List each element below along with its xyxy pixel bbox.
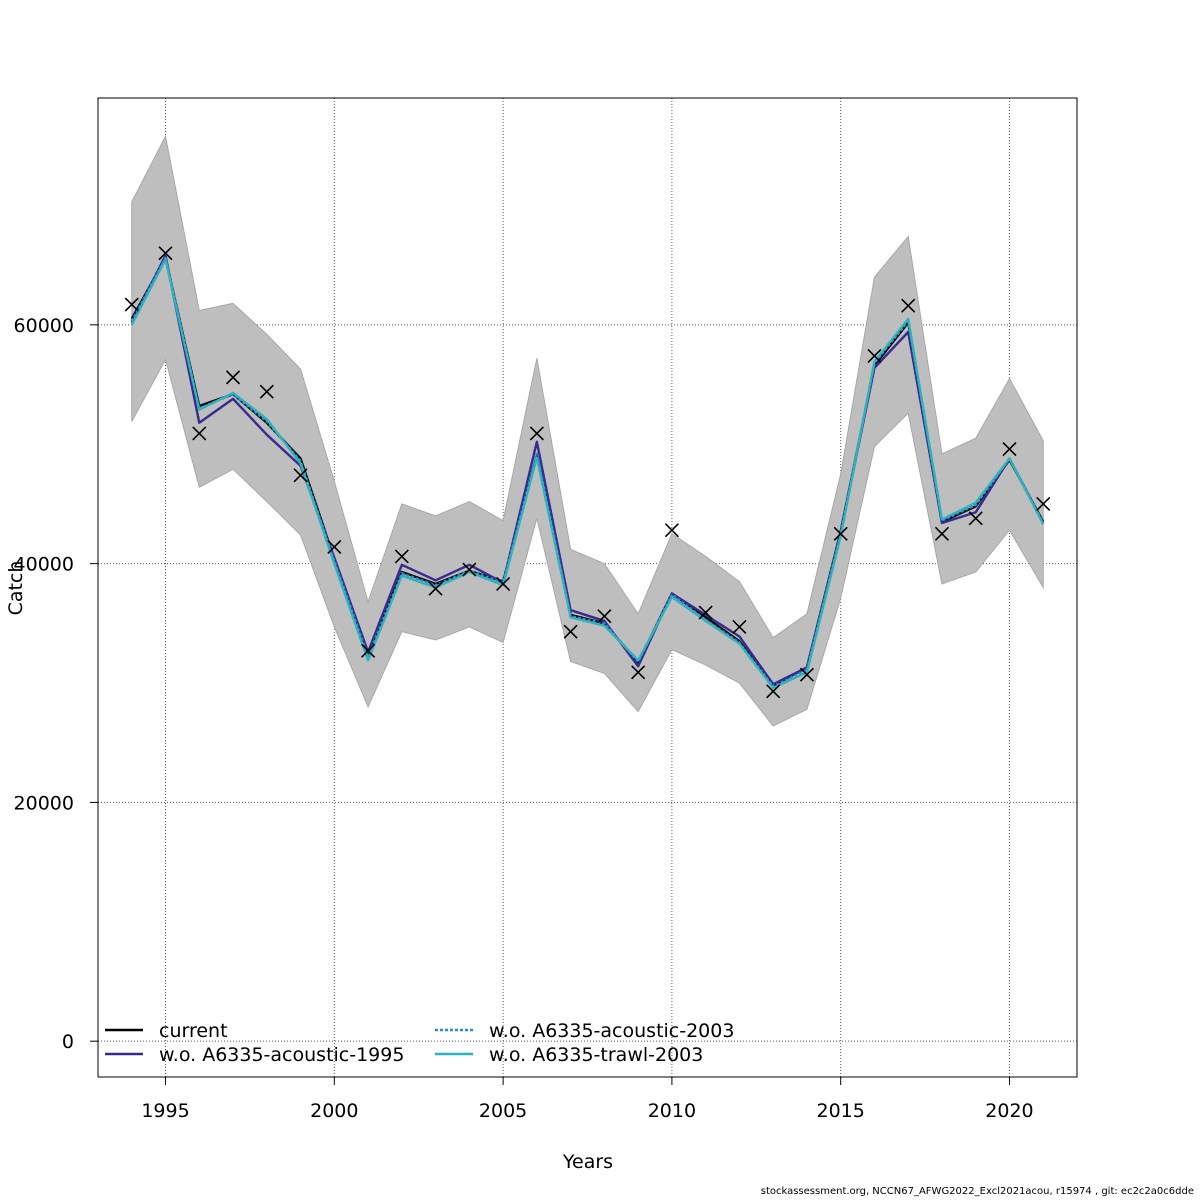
observed-point bbox=[799, 667, 814, 682]
x-tick-label: 2020 bbox=[985, 1100, 1033, 1122]
observed-point bbox=[732, 619, 747, 634]
observed-point bbox=[124, 297, 139, 312]
confidence-band-area bbox=[131, 134, 1044, 727]
observed-point bbox=[833, 526, 848, 541]
x-tick-label: 1995 bbox=[141, 1100, 189, 1122]
plot-frame bbox=[97, 97, 1078, 1078]
confidence-band bbox=[131, 134, 1044, 727]
legend-label-2: w.o. A6335-acoustic-1995 bbox=[159, 1044, 404, 1066]
x-tick-label: 2010 bbox=[648, 1100, 696, 1122]
observed-point bbox=[631, 665, 646, 680]
footer-credit: stockassessment.org, NCCN67_AFWG2022_Exc… bbox=[760, 1186, 1194, 1197]
observed-points bbox=[124, 246, 1051, 699]
x-tick-label: 2015 bbox=[817, 1100, 865, 1122]
series-line-2 bbox=[130, 254, 1045, 686]
y-tick-label: 0 bbox=[62, 1031, 74, 1053]
y-axis-title: Catch bbox=[5, 561, 27, 616]
observed-point bbox=[361, 643, 376, 658]
x-tick-label: 2005 bbox=[479, 1100, 527, 1122]
x-tick-label: 2000 bbox=[310, 1100, 358, 1122]
observed-point bbox=[327, 539, 342, 554]
observed-point bbox=[394, 549, 409, 564]
observed-point bbox=[1036, 496, 1051, 511]
y-tick-label: 20000 bbox=[14, 792, 74, 814]
observed-point bbox=[766, 684, 781, 699]
observed-point bbox=[597, 609, 612, 624]
y-tick-label: 60000 bbox=[14, 315, 74, 337]
observed-point bbox=[664, 523, 679, 538]
observed-point bbox=[563, 624, 578, 639]
observed-point bbox=[259, 384, 274, 399]
observed-point bbox=[496, 576, 511, 591]
observed-point bbox=[293, 468, 308, 483]
x-axis-title: Years bbox=[562, 1151, 613, 1173]
observed-point bbox=[867, 348, 882, 363]
observed-point bbox=[225, 370, 241, 385]
observed-point bbox=[968, 511, 983, 526]
observed-point bbox=[934, 526, 950, 541]
observed-point bbox=[158, 246, 173, 261]
legend-label-4: w.o. A6335-trawl-2003 bbox=[489, 1044, 703, 1066]
series-lines bbox=[130, 254, 1045, 689]
legend-label-3: w.o. A6335-acoustic-2003 bbox=[489, 1020, 734, 1042]
observed-point bbox=[192, 426, 207, 441]
series-line-4 bbox=[130, 257, 1045, 689]
x-axis: 1995 2000 2005 2010 2015 2020 bbox=[141, 1077, 1034, 1122]
y-tick-label: 40000 bbox=[14, 554, 74, 576]
observed-point bbox=[529, 426, 544, 441]
observed-point bbox=[428, 581, 443, 596]
observed-point bbox=[698, 605, 713, 620]
observed-point bbox=[1002, 441, 1017, 457]
y-axis: 0 20000 40000 60000 bbox=[14, 315, 98, 1053]
legend-label-1: current bbox=[159, 1020, 228, 1042]
observed-point bbox=[901, 298, 916, 313]
observed-point bbox=[462, 562, 477, 577]
